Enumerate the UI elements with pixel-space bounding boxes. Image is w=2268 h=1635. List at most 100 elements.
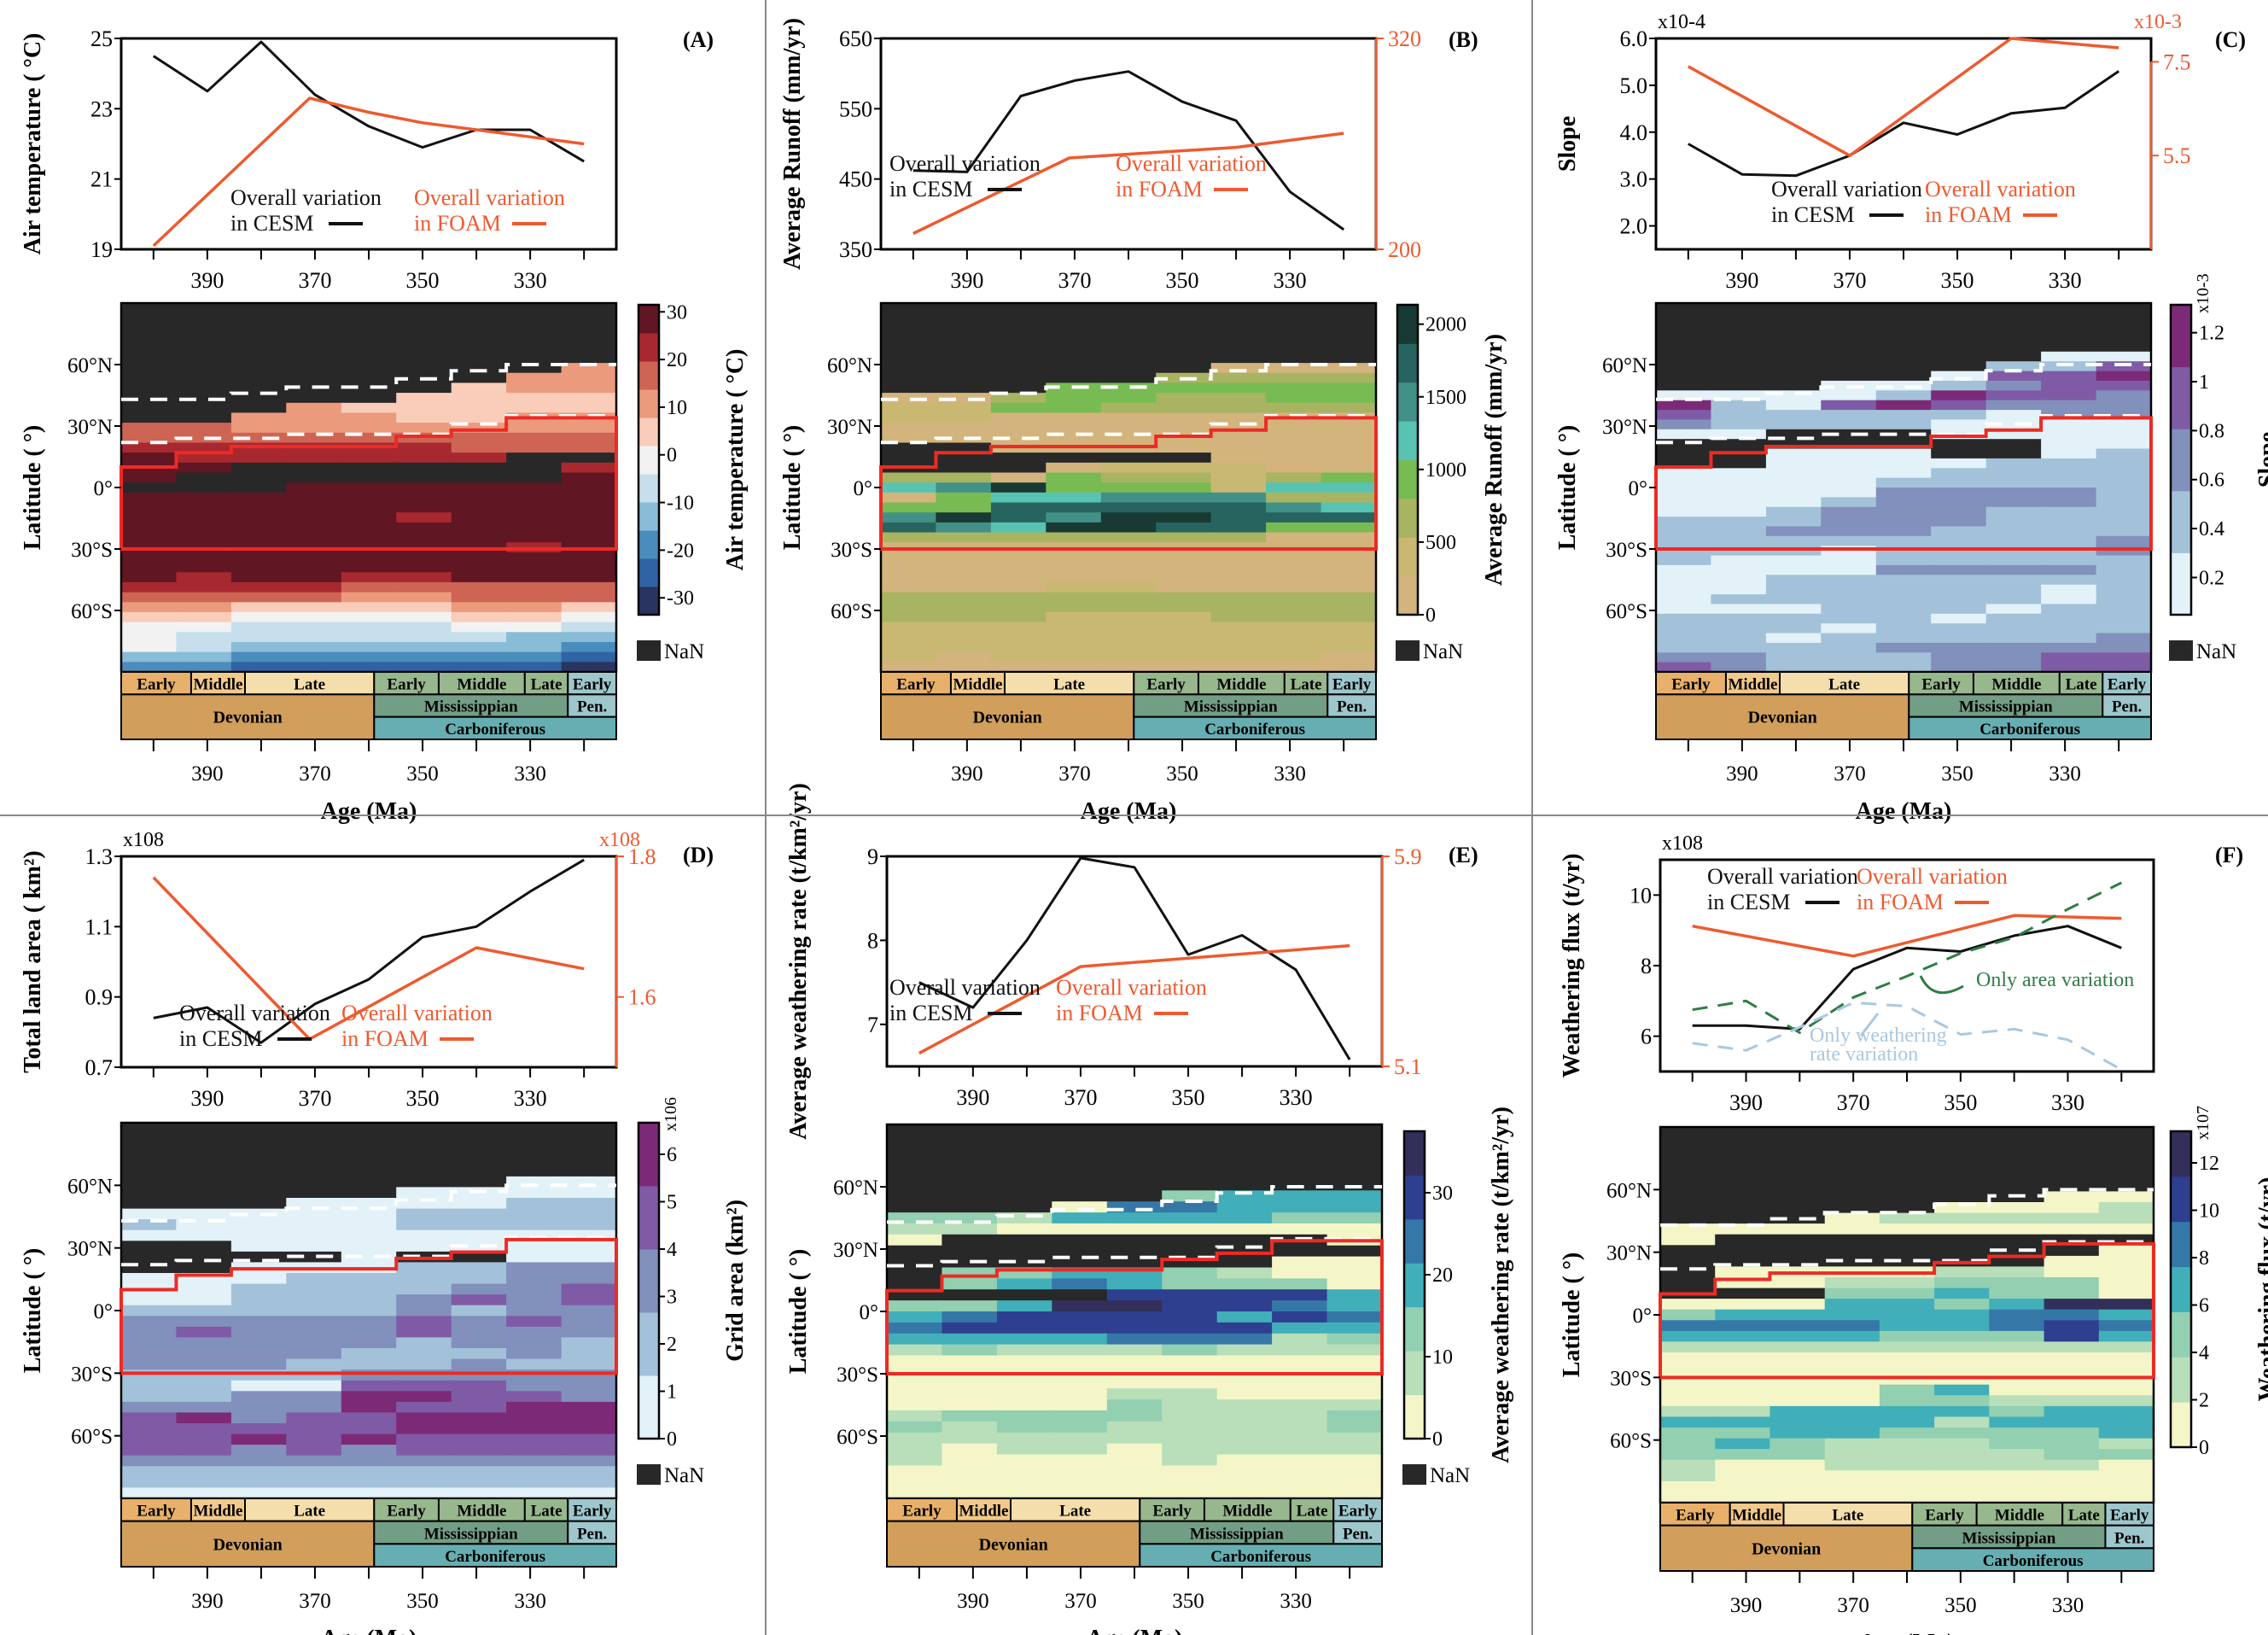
series-line-1: [918, 856, 1351, 1060]
heatmap-cell: [286, 1358, 342, 1370]
epoch-label: Early: [137, 675, 176, 693]
age-tick-label: 350: [406, 1590, 439, 1613]
heatmap-cell: [1824, 1459, 1880, 1471]
x-tick-label: 330: [514, 1086, 547, 1111]
heatmap-cell: [1989, 1384, 2045, 1396]
heatmap-cell: [1656, 526, 1711, 537]
heatmap-cell: [506, 323, 563, 334]
heatmap-cell: [1765, 458, 1822, 469]
heatmap-cell: [1326, 1245, 1383, 1258]
heatmap-cell: [2044, 1180, 2100, 1193]
heatmap-cell: [1821, 361, 1877, 372]
colorbar-segment: [2171, 1131, 2191, 1177]
heatmap-cell: [1046, 472, 1102, 483]
heatmap-cell: [230, 412, 287, 423]
heatmap-cell: [1106, 1168, 1163, 1180]
heatmap-cell: [1321, 552, 1377, 563]
heatmap-cell: [176, 1358, 232, 1370]
heatmap-cell: [1210, 562, 1267, 573]
heatmap-cell: [1052, 1344, 1108, 1357]
heatmap-cell: [1210, 323, 1267, 334]
heatmap-cell: [2041, 526, 2097, 537]
heatmap-cell: [1272, 1212, 1328, 1224]
heatmap-cell: [286, 1445, 342, 1457]
colorbar-segment: [1404, 1351, 1425, 1396]
heatmap-cell: [996, 1190, 1052, 1202]
colorbar-frame: [1396, 303, 1420, 616]
nan-label: NaN: [664, 640, 704, 663]
heatmap-cell: [121, 642, 177, 653]
heatmap-cell: [451, 1369, 507, 1381]
heatmap-cell: [1824, 1170, 1880, 1182]
heatmap-cell: [1321, 502, 1377, 513]
heatmap-cell: [2098, 1320, 2154, 1332]
series-line-2: [912, 131, 1344, 236]
lat-tick-label: 60°N: [1606, 1179, 1652, 1202]
heatmap-cell: [230, 1445, 287, 1457]
heatmap-cell: [1765, 633, 1822, 644]
heatmap-cell: [881, 662, 936, 673]
heatmap-cell: [1046, 412, 1102, 423]
heatmap-cell: [996, 1157, 1052, 1170]
heatmap-cell: [230, 522, 287, 534]
heatmap-cell: [561, 333, 617, 344]
heatmap-cell: [936, 502, 992, 513]
heatmap-cell: [1210, 462, 1267, 474]
heatmap-cell: [1100, 662, 1157, 673]
period-label: Carboniferous: [1979, 721, 2080, 739]
heatmap-cell: [1660, 1202, 1716, 1214]
heatmap-cell: [396, 572, 452, 583]
lat-tick-label: 60°S: [71, 1426, 113, 1449]
heatmap-cell: [1824, 1395, 1880, 1407]
heatmap-cell: [396, 622, 452, 633]
heatmap-cell: [1931, 623, 1987, 634]
heatmap-cell: [1321, 622, 1377, 633]
heatmap-cell: [506, 1455, 563, 1467]
heatmap-cell: [1046, 372, 1102, 383]
heatmap-cell: [1162, 1487, 1218, 1499]
heatmap-cell: [2044, 1255, 2100, 1268]
heatmap-cell: [1162, 1124, 1218, 1136]
epoch-label: Early: [1921, 675, 1961, 693]
heatmap-cell: [1931, 332, 1987, 343]
heatmap-cell: [176, 453, 232, 464]
heatmap-cell: [451, 662, 507, 673]
colorbar-tick-label: 4: [667, 1239, 677, 1261]
heatmap-cell: [1765, 623, 1822, 634]
y-scale-label: x108: [123, 829, 164, 851]
heatmap-cell: [2096, 419, 2152, 430]
heatmap-cell: [1216, 1465, 1273, 1477]
heatmap-cell: [2096, 439, 2152, 450]
series-line-2: [1687, 37, 2119, 157]
heatmap-cell: [1326, 1487, 1383, 1499]
heatmap-cell: [1934, 1438, 1990, 1450]
heatmap-cell: [1162, 1179, 1218, 1191]
y-axis-label: Weathering flux (t/yr): [1559, 854, 1585, 1078]
tropical-region-box: [1659, 1241, 2155, 1380]
heatmap-cell: [881, 622, 936, 633]
heatmap-cell: [1321, 632, 1377, 643]
x-tick-label: 390: [1725, 268, 1758, 293]
heatmap-cell: [1715, 1288, 1770, 1299]
heatmap-cell: [990, 453, 1047, 464]
heatmap-cell: [1821, 517, 1877, 528]
heatmap-cell: [286, 1187, 342, 1199]
heatmap-cell: [996, 1245, 1052, 1258]
heatmap-cell: [1106, 1179, 1163, 1191]
heatmap-cell: [1765, 526, 1822, 537]
heatmap-cell: [1934, 1234, 1990, 1246]
heatmap-cell: [451, 412, 507, 423]
heatmap-cell: [1210, 312, 1267, 324]
heatmap-cell: [1052, 1168, 1108, 1180]
heatmap-cell: [121, 552, 177, 563]
heatmap-cell: [1162, 1190, 1218, 1202]
heatmap-cell: [230, 642, 287, 653]
heatmap-cell: [936, 642, 992, 653]
y-tick-label: 0.9: [85, 985, 114, 1010]
heatmap-cell: [1100, 651, 1157, 663]
heatmap-cell: [2096, 575, 2152, 586]
heatmap-cell: [1821, 429, 1877, 440]
heatmap-cell: [1765, 594, 1822, 605]
